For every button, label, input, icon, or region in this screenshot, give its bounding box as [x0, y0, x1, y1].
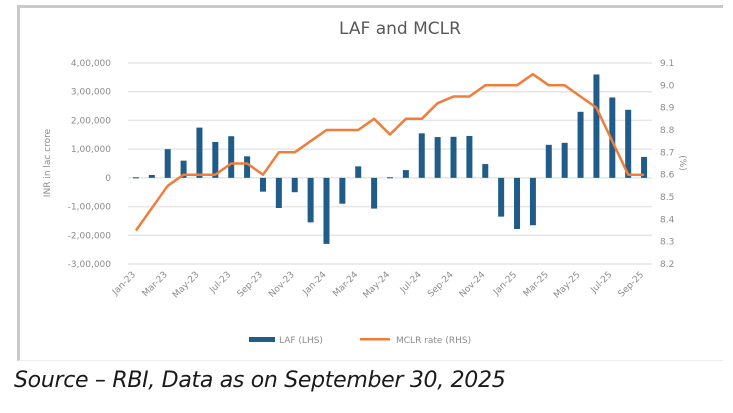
laf-bar — [212, 141, 219, 178]
left-tick-label: -2,00,000 — [68, 231, 112, 241]
x-tick-label: May-25 — [552, 270, 583, 301]
right-tick-label: 8.4 — [660, 215, 675, 225]
x-tick-label: Sep-25 — [617, 270, 646, 299]
x-tick-label: Jul-24 — [398, 270, 424, 296]
laf-bars — [132, 74, 648, 244]
laf-bar — [577, 111, 584, 178]
x-tick-label: Mar-25 — [522, 270, 551, 299]
laf-bar — [641, 156, 648, 178]
x-tick-label: Sep-24 — [426, 270, 456, 300]
x-axis-ticks: Jan-23 Mar-23 May-23 Jul-23 Sep-23 Nov-23 Jan-… — [110, 270, 646, 301]
x-tick-label: Jul-25 — [589, 270, 615, 296]
chart: LAF and MCLR 4,00,000 3,00,000 2,00,000 1,0… — [43, 19, 687, 346]
laf-bar — [545, 144, 552, 178]
laf-bar — [561, 142, 568, 178]
laf-bar — [196, 127, 203, 178]
x-tick-label: May-23 — [171, 270, 202, 301]
legend-swatch-laf — [249, 337, 275, 342]
right-tick-label: 8.5 — [660, 193, 674, 203]
chart-frame — [17, 5, 723, 361]
left-tick-label: 0 — [105, 174, 111, 184]
laf-bar — [418, 133, 425, 178]
laf-bar — [609, 97, 616, 178]
laf-bar — [371, 177, 378, 209]
laf-bar — [148, 174, 155, 178]
laf-bar — [291, 177, 298, 193]
left-tick-label: 3,00,000 — [71, 88, 111, 98]
laf-bar — [466, 135, 473, 178]
laf-bar — [132, 177, 139, 179]
right-tick-label: 9.0 — [660, 81, 675, 91]
right-tick-label: 8.7 — [660, 148, 674, 158]
left-tick-label: 1,00,000 — [71, 145, 111, 155]
right-tick-label: 8.2 — [660, 260, 674, 270]
laf-bar — [529, 177, 536, 226]
laf-bar — [387, 177, 393, 179]
left-tick-label: 4,00,000 — [71, 59, 111, 69]
x-tick-label: Nov-24 — [458, 270, 488, 300]
laf-bar — [244, 156, 251, 178]
right-axis-ticks: 9.1 9.0 8.9 8.8 8.7 8.6 8.5 8.4 8.3 8.2 — [660, 59, 675, 270]
left-tick-label: 2,00,000 — [71, 116, 111, 126]
laf-bar — [259, 177, 266, 192]
laf-bar — [307, 177, 314, 223]
laf-bar — [164, 149, 171, 178]
gridlines — [128, 62, 652, 265]
right-axis-label: (%) — [677, 155, 687, 171]
x-tick-label: Jan-24 — [301, 270, 329, 298]
right-tick-label: 8.8 — [660, 126, 675, 136]
legend-label-mclr: MCLR rate (RHS) — [396, 336, 471, 346]
left-axis-ticks: 4,00,000 3,00,000 2,00,000 1,00,000 0 -1,00,0… — [68, 59, 112, 270]
x-tick-label: Jul-23 — [207, 270, 233, 296]
source-note: Source – RBI, Data as on September 30, 2… — [14, 368, 506, 393]
x-tick-label: Sep-23 — [236, 270, 265, 299]
x-tick-label: Nov-23 — [267, 270, 297, 300]
x-tick-label: Jan-23 — [110, 270, 138, 298]
laf-bar — [228, 136, 235, 178]
laf-bar — [434, 137, 441, 178]
x-tick-label: Mar-24 — [331, 270, 360, 299]
mclr-line-group — [134, 72, 645, 232]
x-tick-label: Jan-25 — [491, 270, 519, 298]
legend-label-laf: LAF (LHS) — [279, 336, 323, 346]
legend: LAF (LHS) MCLR rate (RHS) — [249, 336, 471, 346]
laf-bar — [339, 177, 346, 204]
left-tick-label: -3,00,000 — [68, 260, 112, 270]
laf-bar — [402, 170, 409, 178]
x-tick-label: Mar-23 — [141, 270, 170, 299]
laf-bar — [355, 166, 362, 178]
right-tick-label: 8.9 — [660, 104, 675, 114]
right-tick-label: 9.1 — [660, 59, 674, 69]
legend-swatch-mclr — [360, 338, 390, 341]
x-tick-label: May-24 — [362, 270, 393, 301]
laf-bar — [514, 177, 521, 229]
laf-bar — [180, 160, 187, 178]
chart-title: LAF and MCLR — [339, 19, 461, 39]
laf-bar — [275, 177, 282, 209]
laf-bar — [482, 164, 489, 178]
mclr-line — [134, 72, 645, 232]
laf-bar — [625, 109, 632, 178]
left-tick-label: -1,00,000 — [68, 203, 112, 213]
laf-bar — [450, 136, 457, 178]
left-axis-label: INR in lac crore — [43, 128, 53, 197]
laf-bar — [498, 177, 505, 217]
right-tick-label: 8.3 — [660, 238, 674, 248]
right-tick-label: 8.6 — [660, 171, 675, 181]
laf-bar — [323, 177, 330, 244]
laf-bar — [593, 74, 600, 178]
